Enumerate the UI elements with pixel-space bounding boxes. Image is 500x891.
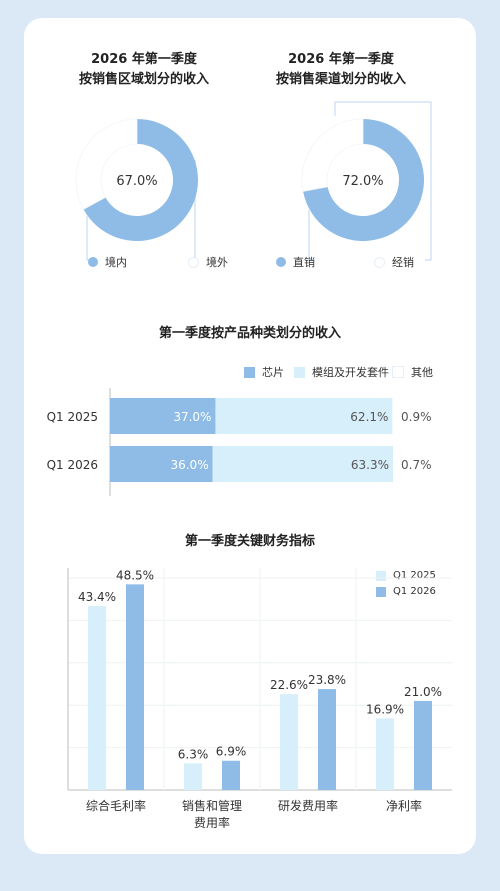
region-legend-overseas: 境外 [188, 254, 228, 270]
channel-chart-title: 2026 年第一季度 按销售渠道划分的收入 [256, 50, 426, 90]
chip-swatch [244, 366, 255, 378]
donut-slice-secondary [75, 118, 138, 210]
stacked-bar-segment [215, 398, 393, 434]
metrics-chart-title: 第一季度关键财务指标 [184, 534, 315, 549]
product-legend-other: 其他 [392, 364, 433, 380]
infographic-card: 2026 年第一季度 按销售区域划分的收入 67.0% 境内 境外 2026 年… [24, 18, 476, 854]
q1-2025-swatch [376, 570, 386, 581]
channel-legend-distribution: 经销 [374, 254, 414, 270]
product-legend-chip: 芯片 [244, 364, 284, 380]
direct-swatch [276, 257, 286, 267]
stacked-data-label: 37.0% [173, 410, 211, 424]
metric-bar [318, 689, 336, 790]
metric-category-label: 综合毛利率 [86, 798, 146, 813]
donut-slice-primary [83, 119, 199, 241]
domestic-swatch [88, 257, 98, 267]
metric-bar [414, 700, 432, 790]
distribution-swatch [374, 256, 385, 268]
metric-category-label: 销售和管理 [182, 798, 242, 813]
domestic-label: 境内 [105, 256, 127, 269]
stacked-bar-segment [110, 398, 216, 434]
channel-title-line1: 2026 年第一季度 [288, 52, 394, 67]
overseas-swatch [188, 256, 199, 268]
direct-label: 直销 [293, 256, 315, 269]
product-legend-module: 模组及开发套件 [294, 364, 389, 380]
metric-data-label: 23.8% [308, 673, 346, 687]
stacked-data-label: 63.3% [351, 458, 389, 472]
metric-data-label: 16.9% [366, 702, 404, 716]
distribution-label: 经销 [392, 256, 414, 269]
module-swatch [294, 366, 305, 378]
stacked-bar-segment [110, 446, 213, 482]
metric-category-label: 净利率 [386, 798, 422, 813]
q1-2026-swatch [376, 586, 386, 597]
metric-data-label: 22.6% [270, 678, 308, 692]
metric-data-label: 6.9% [216, 745, 247, 759]
region-legend-domestic: 境内 [88, 254, 127, 270]
metric-data-label: 48.5% [116, 568, 154, 582]
region-donut-chart: 67.0% [75, 118, 199, 261]
donut-center-label: 72.0% [342, 174, 383, 189]
donut-slice-secondary [301, 118, 364, 192]
metric-data-label: 6.3% [178, 747, 209, 761]
stacked-data-label: 0.7% [401, 458, 432, 472]
region-title-line1: 2026 年第一季度 [91, 52, 197, 67]
donut-slice-primary [303, 119, 424, 241]
stacked-bar-segment [212, 446, 394, 482]
stacked-data-label: 0.9% [401, 410, 432, 424]
metric-category-label: 研发费用率 [278, 798, 338, 813]
metric-bar [280, 694, 298, 790]
chip-label: 芯片 [262, 366, 284, 379]
channel-legend-direct: 直销 [276, 254, 315, 270]
stacked-bar-segment [393, 446, 395, 482]
metric-bar [376, 718, 394, 790]
metrics-legend-2025: Q1 2025 [376, 570, 436, 581]
metric-data-label: 43.4% [78, 590, 116, 604]
leader-line-direct [308, 210, 315, 261]
stacked-bar-segment [392, 398, 395, 434]
metric-category-label: 费用率 [194, 815, 230, 828]
region-title-line2: 按销售区域划分的收入 [78, 72, 209, 87]
overseas-label: 境外 [206, 256, 228, 269]
metric-bar [126, 584, 144, 790]
metrics-legend-2026: Q1 2026 [376, 586, 436, 597]
leader-line-distribution [334, 101, 432, 261]
product-chart-title: 第一季度按产品种类划分的收入 [158, 326, 341, 341]
channel-donut-chart: 72.0% [301, 101, 432, 261]
metric-data-label: 21.0% [404, 685, 442, 699]
stacked-data-label: 62.1% [350, 410, 388, 424]
metric-bar [88, 605, 106, 790]
module-label: 模组及开发套件 [312, 366, 389, 379]
stacked-data-label: 36.0% [170, 458, 208, 472]
region-chart-title: 2026 年第一季度 按销售区域划分的收入 [59, 50, 229, 90]
metric-bar [184, 763, 202, 790]
product-stacked-bar-chart: Q1 2025 37.0% 62.1% 0.9% Q1 2026 36.0% 63.3% 0.… [47, 388, 432, 496]
other-label: 其他 [411, 366, 433, 379]
donut-center-label: 67.0% [116, 174, 157, 189]
channel-title-line2: 按销售渠道划分的收入 [275, 72, 406, 87]
metric-bar [222, 760, 240, 790]
other-swatch [392, 366, 404, 378]
stacked-category-label: Q1 2026 [47, 458, 98, 472]
q1-2026-label: Q1 2026 [393, 586, 436, 597]
q1-2025-label: Q1 2025 [393, 570, 436, 581]
stacked-category-label: Q1 2025 [47, 410, 98, 424]
